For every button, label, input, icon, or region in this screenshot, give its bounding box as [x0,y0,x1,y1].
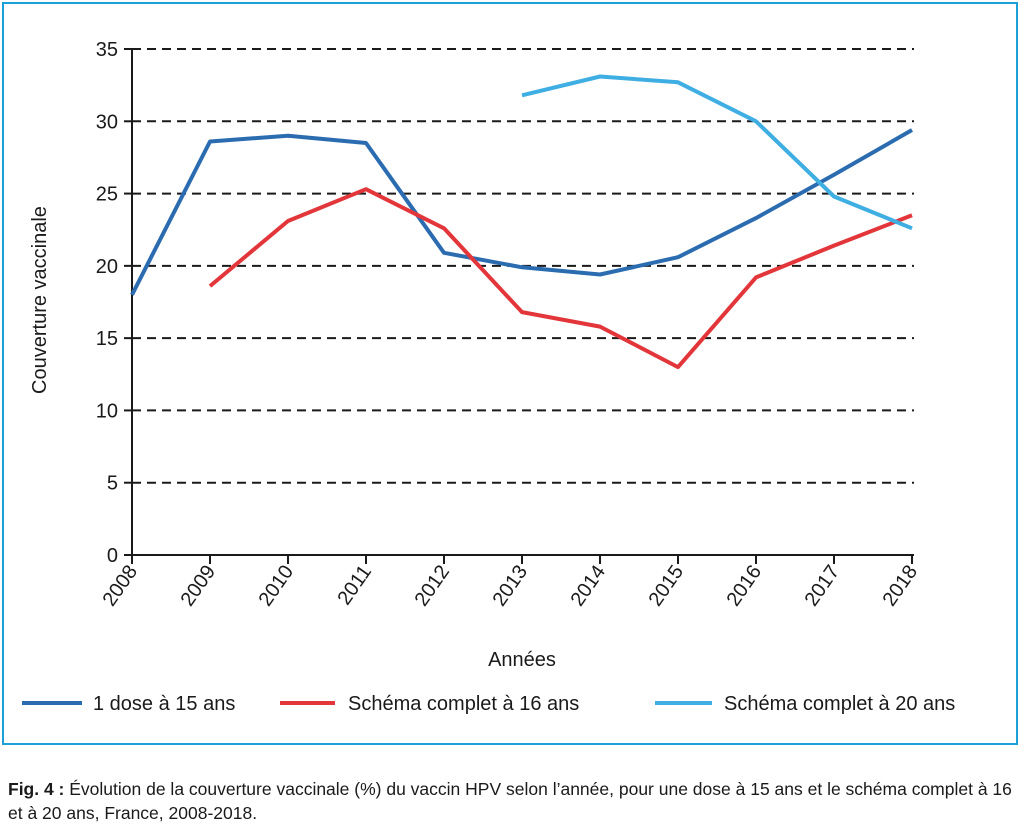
x-tick-label: 2015 [645,561,689,610]
legend-item-3: Schéma complet à 20 ans [655,693,955,715]
x-tick-label: 2008 [99,561,143,610]
x-tick-label: 2016 [723,561,767,610]
chart-frame [2,2,1018,745]
legend-item-2: Schéma complet à 16 ans [280,693,579,715]
x-tick-label: 2011 [333,561,376,609]
y-tick-labels: 0 5 10 15 20 25 30 35 [96,39,118,567]
axes [131,49,914,556]
legend: 1 dose à 15 ans Schéma complet à 16 ans Sc… [22,693,955,715]
x-tick-label: 2013 [489,561,533,610]
y-tick-label: 20 [96,256,118,278]
y-tick-label: 5 [107,473,118,495]
caption-text: Évolution de la couverture vaccinale (%)… [8,779,1012,823]
y-tick-label: 30 [96,111,118,133]
legend-item-1: 1 dose à 15 ans [22,693,235,715]
x-tick-label: 2010 [255,561,299,610]
y-tick-label: 15 [96,328,118,350]
x-tick-label: 2018 [879,561,923,610]
y-axis-label: Couverture vaccinale [29,206,51,394]
caption-label: Fig. 4 : [8,779,65,799]
x-tick-label: 2017 [801,561,845,610]
series-line-2 [208,187,913,370]
y-tick-label: 0 [107,545,118,567]
y-tick-label: 25 [96,184,118,206]
y-tick-label: 35 [96,39,118,61]
legend-label: 1 dose à 15 ans [93,693,235,715]
x-tick-labels: 2008 2009 2010 2011 2012 2013 2014 2015 2016 2017… [99,561,923,610]
series-line-3 [521,74,913,231]
x-axis-label: Années [488,649,556,671]
figure-caption: Fig. 4 : Évolution de la couverture vacc… [8,777,1018,825]
x-tick-label: 2012 [411,561,455,610]
legend-label: Schéma complet à 20 ans [724,693,955,715]
series-line-1 [130,128,913,296]
x-tick-label: 2009 [177,561,221,610]
y-tick-label: 10 [96,400,118,422]
series-lines [130,74,913,370]
x-tick-label: 2014 [567,561,611,610]
legend-label: Schéma complet à 16 ans [348,693,579,715]
